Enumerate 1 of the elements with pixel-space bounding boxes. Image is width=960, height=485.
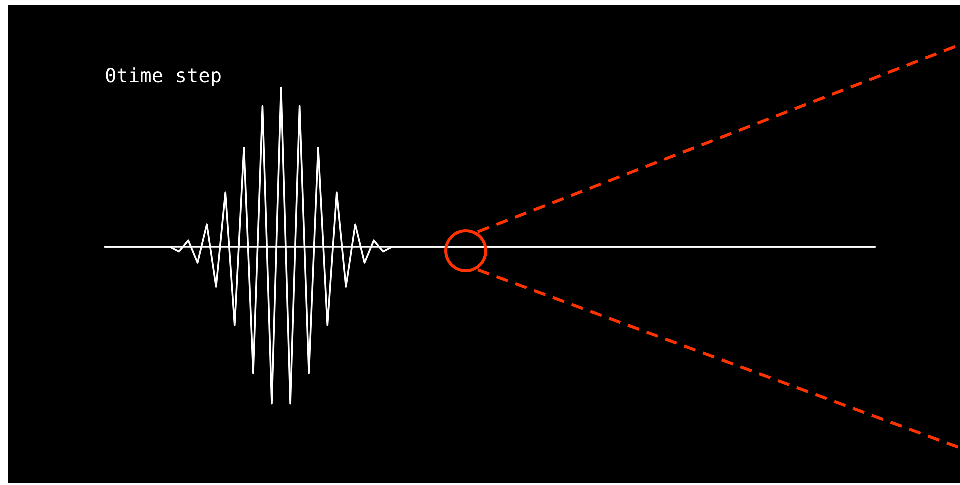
chart-title: 0time step	[106, 68, 221, 86]
